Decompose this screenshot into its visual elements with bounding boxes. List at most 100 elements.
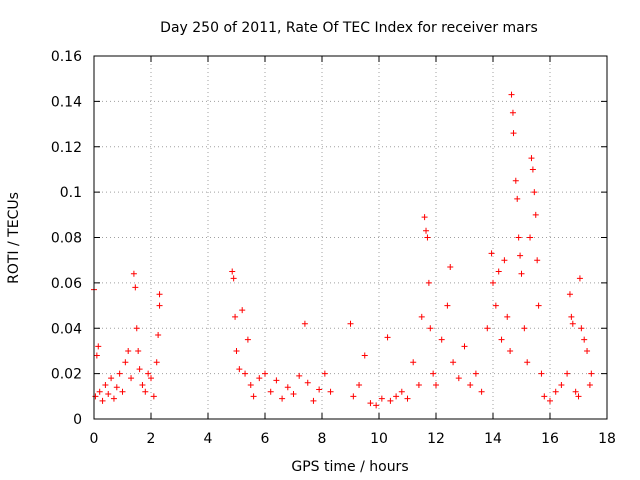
data-point bbox=[529, 166, 536, 173]
data-point bbox=[521, 325, 528, 332]
data-point bbox=[284, 384, 291, 391]
data-point bbox=[527, 234, 534, 241]
data-point bbox=[427, 325, 434, 332]
data-point bbox=[575, 393, 582, 400]
y-tick-label: 0.06 bbox=[51, 276, 82, 292]
x-axis-label: GPS time / hours bbox=[291, 459, 408, 475]
data-point bbox=[316, 386, 323, 393]
x-tick-label: 8 bbox=[318, 431, 327, 447]
data-point bbox=[508, 91, 515, 98]
data-point bbox=[150, 393, 157, 400]
data-point bbox=[495, 268, 502, 275]
x-tick-label: 14 bbox=[484, 431, 502, 447]
data-point bbox=[145, 370, 152, 377]
data-point bbox=[273, 377, 280, 384]
data-point bbox=[507, 347, 514, 354]
data-point bbox=[566, 291, 573, 298]
data-point bbox=[578, 325, 585, 332]
data-point bbox=[356, 381, 363, 388]
data-point bbox=[148, 375, 154, 382]
y-tick-label: 0.1 bbox=[60, 185, 82, 201]
data-point bbox=[528, 155, 535, 162]
data-point bbox=[136, 366, 143, 373]
data-point bbox=[478, 388, 485, 395]
data-point bbox=[93, 352, 100, 359]
data-point bbox=[509, 109, 516, 116]
data-point bbox=[242, 370, 249, 377]
data-point bbox=[239, 307, 246, 314]
data-point bbox=[461, 343, 468, 350]
x-tick-label: 4 bbox=[204, 431, 213, 447]
data-point bbox=[142, 388, 149, 395]
data-point bbox=[467, 381, 474, 388]
data-point bbox=[510, 130, 517, 137]
x-tick-label: 18 bbox=[598, 431, 616, 447]
data-point bbox=[572, 388, 579, 395]
data-point bbox=[156, 302, 163, 309]
data-point bbox=[472, 370, 479, 377]
data-point bbox=[156, 291, 163, 298]
y-tick-label: 0.14 bbox=[51, 94, 82, 110]
data-point bbox=[490, 279, 496, 286]
y-axis-label: ROTI / TECUs bbox=[6, 192, 22, 284]
data-point bbox=[455, 375, 462, 382]
data-point bbox=[541, 393, 548, 400]
data-point bbox=[564, 370, 571, 377]
data-point bbox=[504, 313, 511, 320]
data-point bbox=[256, 375, 263, 382]
data-point bbox=[447, 263, 454, 270]
data-point bbox=[518, 270, 525, 277]
y-tick-label: 0.08 bbox=[51, 231, 82, 247]
data-point bbox=[531, 189, 538, 196]
data-point bbox=[262, 370, 268, 377]
data-point bbox=[535, 302, 542, 309]
x-tick-label: 6 bbox=[261, 431, 270, 447]
data-point bbox=[373, 402, 380, 409]
y-tick-label: 0.12 bbox=[51, 140, 82, 156]
data-point bbox=[512, 177, 519, 184]
data-point bbox=[105, 391, 112, 398]
data-point bbox=[433, 381, 439, 388]
x-tick-label: 10 bbox=[370, 431, 388, 447]
data-point bbox=[488, 250, 495, 257]
data-point bbox=[102, 381, 109, 388]
data-point bbox=[568, 313, 575, 320]
data-point bbox=[517, 252, 524, 259]
data-point bbox=[438, 336, 445, 343]
data-point bbox=[484, 325, 491, 332]
data-point bbox=[532, 211, 539, 218]
data-point bbox=[425, 279, 432, 286]
data-point bbox=[430, 370, 437, 377]
data-point bbox=[404, 395, 411, 402]
data-point bbox=[384, 334, 391, 341]
data-point bbox=[310, 397, 317, 404]
data-point bbox=[153, 359, 160, 366]
data-point bbox=[586, 381, 593, 388]
data-point bbox=[96, 388, 103, 395]
data-point bbox=[367, 400, 374, 407]
data-point bbox=[139, 381, 146, 388]
data-point bbox=[378, 395, 385, 402]
data-point bbox=[95, 343, 102, 350]
data-point bbox=[588, 370, 595, 377]
data-point bbox=[230, 275, 237, 282]
data-point bbox=[233, 347, 240, 354]
data-point bbox=[418, 313, 425, 320]
data-point bbox=[250, 393, 257, 400]
data-point bbox=[492, 302, 499, 309]
data-point bbox=[122, 359, 129, 366]
x-tick-label: 16 bbox=[541, 431, 559, 447]
data-point bbox=[444, 302, 451, 309]
data-point bbox=[584, 347, 591, 354]
data-point bbox=[424, 234, 431, 241]
data-point bbox=[232, 313, 239, 320]
data-point bbox=[547, 397, 553, 404]
chart-title: Day 250 of 2011, Rate Of TEC Index for r… bbox=[160, 20, 538, 36]
y-tick-label: 0 bbox=[73, 412, 82, 428]
data-point bbox=[229, 268, 236, 275]
data-point bbox=[244, 336, 251, 343]
data-point bbox=[538, 370, 545, 377]
data-point bbox=[498, 336, 505, 343]
data-point bbox=[361, 352, 368, 359]
